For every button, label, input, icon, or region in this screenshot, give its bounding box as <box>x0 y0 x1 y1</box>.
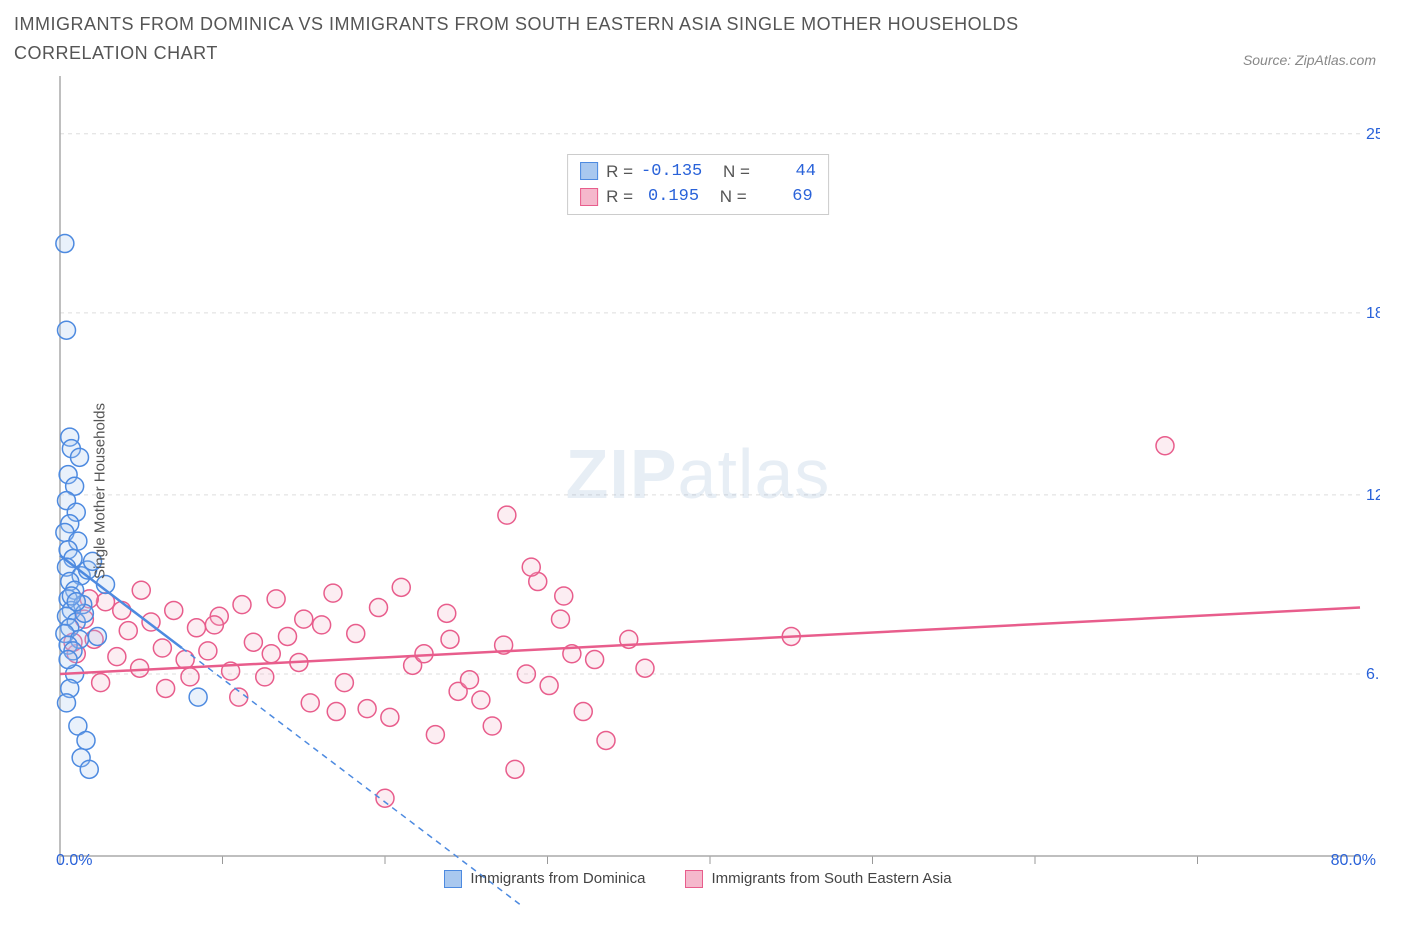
data-point-dominica <box>58 693 76 711</box>
data-point-dominica <box>88 627 106 645</box>
data-point-sea <box>131 659 149 677</box>
data-point-sea <box>347 624 365 642</box>
data-point-sea <box>181 667 199 685</box>
legend-item-dominica: Immigrants from Dominica <box>444 870 645 888</box>
data-point-sea <box>392 578 410 596</box>
data-point-sea <box>301 693 319 711</box>
y-tick-label: 18.8% <box>1366 304 1380 321</box>
data-point-sea <box>176 650 194 668</box>
y-tick-label: 12.5% <box>1366 486 1380 503</box>
swatch-dominica <box>580 162 598 180</box>
n-label: N = <box>723 159 750 185</box>
legend-label-dominica: Immigrants from Dominica <box>470 870 645 887</box>
data-point-sea <box>498 506 516 524</box>
data-point-sea <box>441 630 459 648</box>
r-value-sea: 0.195 <box>641 184 699 210</box>
n-label: N = <box>720 184 747 210</box>
legend-item-sea: Immigrants from South Eastern Asia <box>685 870 951 888</box>
swatch-sea <box>580 188 598 206</box>
y-tick-label: 25.0% <box>1366 125 1380 142</box>
chart-title: IMMIGRANTS FROM DOMINICA VS IMMIGRANTS F… <box>14 10 1114 68</box>
data-point-sea <box>381 708 399 726</box>
data-point-dominica <box>56 234 74 252</box>
legend-label-sea: Immigrants from South Eastern Asia <box>711 870 951 887</box>
data-point-dominica <box>58 321 76 339</box>
data-point-sea <box>335 673 353 691</box>
data-point-sea <box>586 650 604 668</box>
data-point-dominica <box>71 448 89 466</box>
data-point-sea <box>199 641 217 659</box>
stats-row-dominica: R = -0.135 N = 44 <box>580 159 816 185</box>
data-point-sea <box>132 581 150 599</box>
swatch-dominica <box>444 870 462 888</box>
data-point-dominica <box>80 760 98 778</box>
data-point-sea <box>256 667 274 685</box>
data-point-sea <box>92 673 110 691</box>
data-point-sea <box>506 760 524 778</box>
data-point-sea <box>636 659 654 677</box>
y-axis-label: Single Mother Households <box>91 403 108 579</box>
data-point-sea <box>1156 436 1174 454</box>
data-point-sea <box>517 665 535 683</box>
bottom-legend: 0.0% Immigrants from Dominica Immigrants… <box>10 870 1386 888</box>
data-point-sea <box>157 679 175 697</box>
data-point-sea <box>153 639 171 657</box>
data-point-sea <box>295 610 313 628</box>
data-point-dominica <box>59 650 77 668</box>
stats-row-sea: R = 0.195 N = 69 <box>580 184 816 210</box>
data-point-sea <box>205 615 223 633</box>
data-point-sea <box>324 584 342 602</box>
x-min-label: 0.0% <box>56 852 92 870</box>
data-point-sea <box>461 670 479 688</box>
stats-legend-box: R = -0.135 N = 44 R = 0.195 N = 69 <box>567 154 829 215</box>
data-point-sea <box>233 595 251 613</box>
data-point-sea <box>327 702 345 720</box>
data-point-sea <box>313 615 331 633</box>
n-value-dominica: 44 <box>758 159 816 185</box>
data-point-sea <box>358 699 376 717</box>
x-max-label: 80.0% <box>1331 852 1376 870</box>
r-value-dominica: -0.135 <box>641 159 702 185</box>
data-point-sea <box>108 647 126 665</box>
r-label: R = <box>606 184 633 210</box>
data-point-sea <box>279 627 297 645</box>
data-point-sea <box>597 731 615 749</box>
data-point-sea <box>472 691 490 709</box>
data-point-sea <box>244 633 262 651</box>
data-point-sea <box>522 558 540 576</box>
data-point-sea <box>119 621 137 639</box>
n-value-sea: 69 <box>755 184 813 210</box>
data-point-dominica <box>67 592 85 610</box>
data-point-sea <box>188 618 206 636</box>
data-point-sea <box>415 644 433 662</box>
data-point-sea <box>165 601 183 619</box>
data-point-sea <box>483 717 501 735</box>
y-tick-label: 6.3% <box>1366 666 1380 683</box>
data-point-sea <box>426 725 444 743</box>
trend-line-dash-dominica <box>182 648 548 906</box>
data-point-sea <box>555 587 573 605</box>
swatch-sea <box>685 870 703 888</box>
data-point-sea <box>262 644 280 662</box>
chart-container: Single Mother Households 6.3% 12.5% 18.8% 2… <box>10 76 1386 906</box>
data-point-dominica <box>77 731 95 749</box>
data-point-sea <box>370 598 388 616</box>
source-label: Source: ZipAtlas.com <box>1243 52 1376 68</box>
data-point-sea <box>574 702 592 720</box>
data-point-sea <box>267 589 285 607</box>
data-point-dominica <box>189 688 207 706</box>
data-point-sea <box>552 610 570 628</box>
data-point-sea <box>113 601 131 619</box>
data-point-sea <box>540 676 558 694</box>
r-label: R = <box>606 159 633 185</box>
data-point-sea <box>438 604 456 622</box>
